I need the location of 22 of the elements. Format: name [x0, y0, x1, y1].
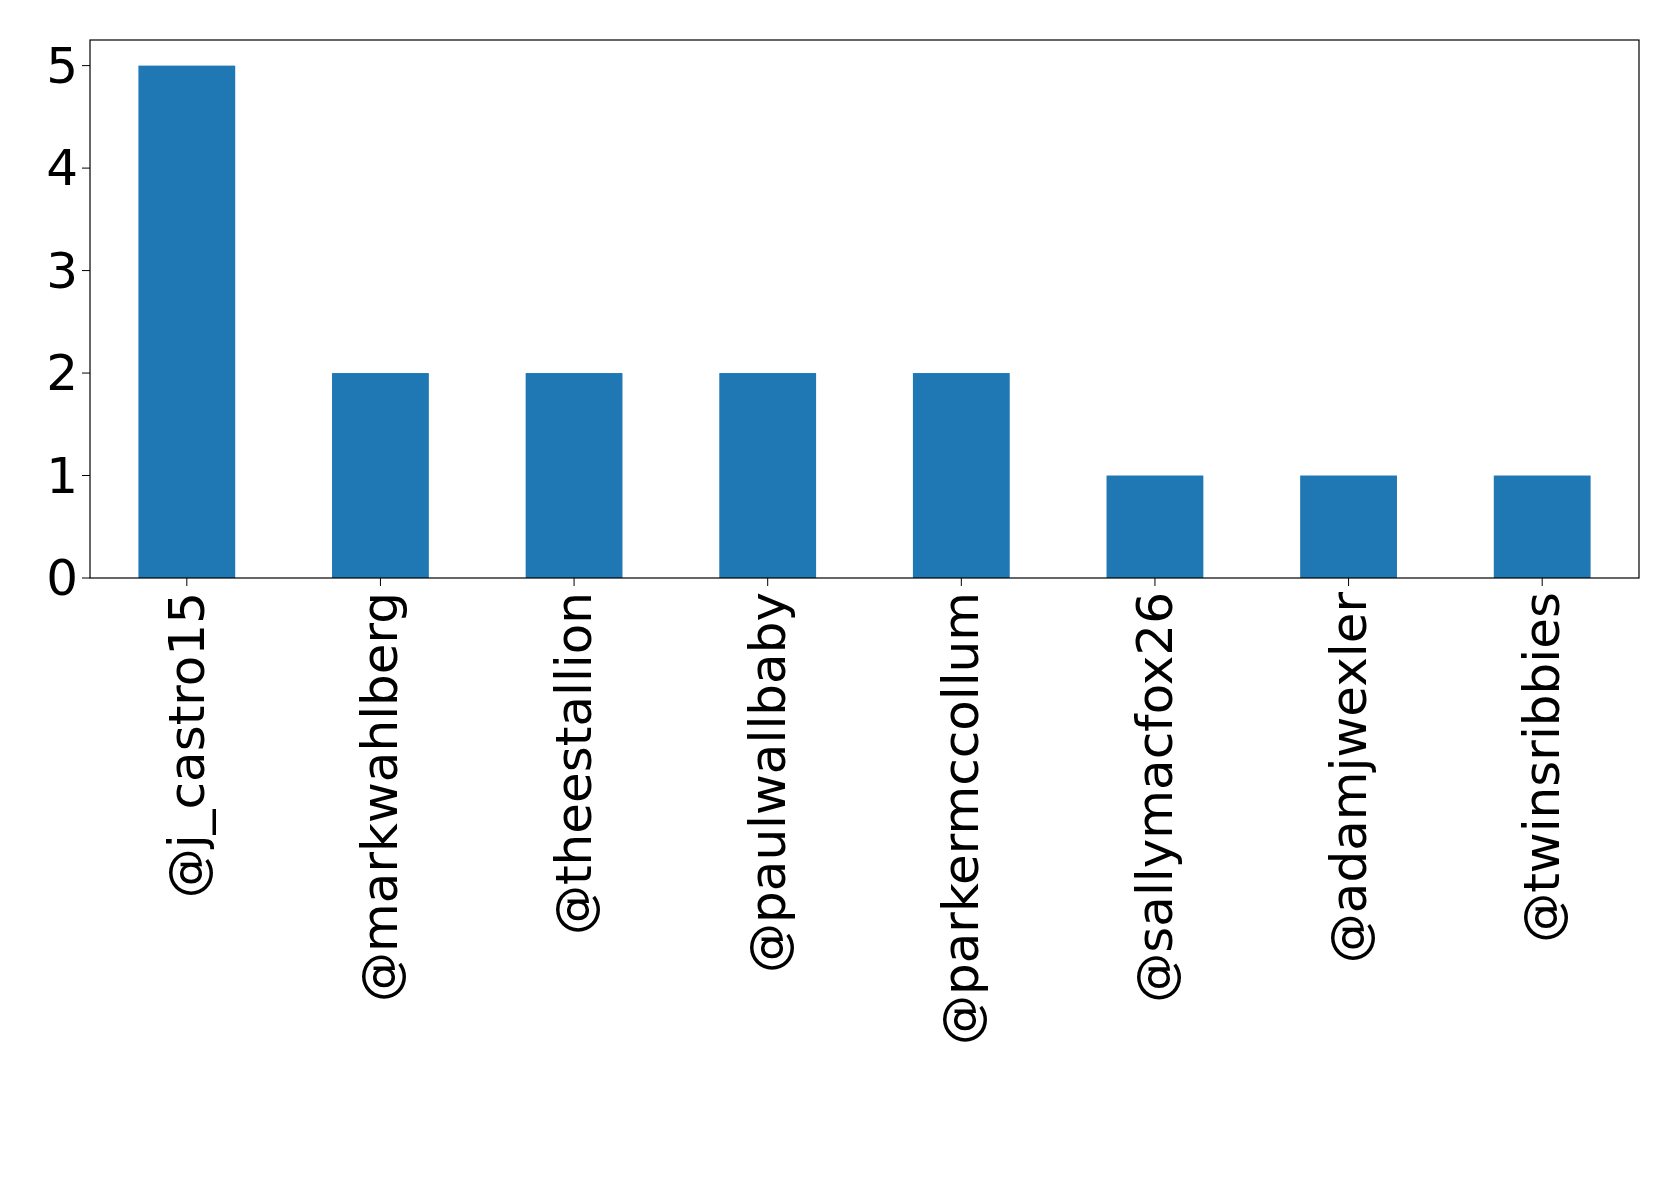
bar	[1106, 475, 1204, 578]
x-tick-label: @j_castro15	[157, 592, 216, 899]
bar	[912, 373, 1010, 578]
bar	[1300, 475, 1397, 578]
bar	[525, 373, 623, 578]
y-tick-label: 3	[46, 241, 78, 300]
y-tick-label: 4	[46, 139, 78, 198]
bar	[1493, 475, 1591, 578]
x-tick-label: @adamjwexler	[1319, 591, 1378, 964]
x-tick-label: @sallymacfox26	[1125, 592, 1184, 1003]
x-tick-label: @paulwallbaby	[738, 592, 797, 973]
y-tick-label: 5	[46, 36, 78, 95]
y-tick-label: 2	[46, 344, 78, 403]
x-tick-label: @theestallion	[545, 592, 604, 936]
bar	[719, 373, 817, 578]
x-tick-label: @twinsribbies	[1513, 592, 1572, 943]
y-tick-label: 0	[46, 549, 78, 607]
bar	[138, 65, 236, 578]
y-tick-label: 1	[46, 446, 78, 505]
x-tick-label: @parkermccollum	[932, 592, 991, 1046]
x-tick-label: @markwahlberg	[351, 592, 410, 1002]
bar	[332, 373, 429, 578]
